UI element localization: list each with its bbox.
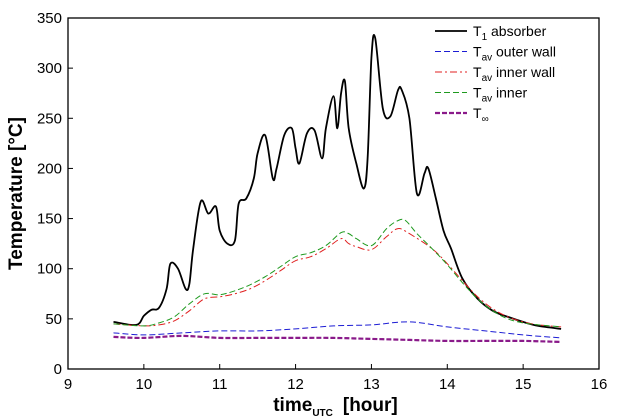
legend-label-main: T	[473, 44, 482, 60]
x-tick-label: 11	[212, 376, 228, 393]
y-axis-label: Temperature [°C]	[6, 117, 27, 270]
legend-label-sub: ∞	[482, 114, 489, 125]
x-tick-label: 9	[64, 376, 72, 393]
legend-label-sub: 1	[482, 32, 488, 43]
y-tick-label: 250	[37, 110, 62, 127]
legend-label-2: Tav inner wall	[473, 64, 555, 84]
y-tick-label: 200	[37, 160, 62, 177]
legend-label-sub: av	[482, 94, 493, 105]
tick-layer: 9 10 11 12 13 14 15 16 0 50 100 150 200 250 300 350	[37, 10, 607, 393]
series-layer	[113, 33, 562, 343]
x-axis-label-sub: UTC	[312, 408, 333, 418]
legend-label-main: T	[473, 105, 482, 121]
x-axis-label-main: time	[273, 395, 312, 416]
legend-label-sub: av	[482, 53, 493, 64]
x-tick-label: 13	[363, 376, 380, 393]
x-axis-label-unit: [hour]	[343, 395, 398, 416]
x-tick-label: 14	[439, 376, 456, 393]
y-tick-label: 0	[54, 361, 62, 378]
plot-frame	[67, 17, 600, 370]
legend-label-main: T	[473, 23, 482, 39]
y-tick-label: 100	[37, 261, 62, 278]
x-tick-label: 15	[515, 376, 532, 393]
series-line-2	[113, 228, 562, 328]
legend-label-main: T	[473, 64, 482, 80]
y-tick-label: 150	[37, 211, 62, 228]
x-tick-label: 12	[287, 376, 304, 393]
legend-label-main: T	[473, 85, 482, 101]
x-tick-label: 16	[591, 376, 608, 393]
y-tick-label: 50	[45, 311, 62, 328]
legend-label-sub: av	[482, 73, 493, 84]
y-tick-label: 300	[37, 60, 62, 77]
series-line-0	[113, 33, 562, 330]
legend-label-rest: absorber	[487, 23, 546, 39]
legend-label-rest: outer wall	[492, 44, 556, 60]
series-line-4	[113, 334, 562, 343]
legend-label-4: T∞	[473, 105, 489, 125]
series-line-1	[113, 321, 562, 339]
y-tick-label: 350	[37, 10, 62, 27]
x-tick-label: 10	[136, 376, 153, 393]
legend-label-0: T1 absorber	[473, 23, 547, 43]
legend-label-rest: inner	[492, 85, 527, 101]
series-line-3	[113, 218, 562, 328]
x-axis-label: timeUTC [hour]	[273, 395, 398, 418]
legend-label-3: Tav inner	[473, 85, 527, 105]
legend-label-rest: inner wall	[492, 64, 555, 80]
legend-label-1: Tav outer wall	[473, 44, 556, 64]
